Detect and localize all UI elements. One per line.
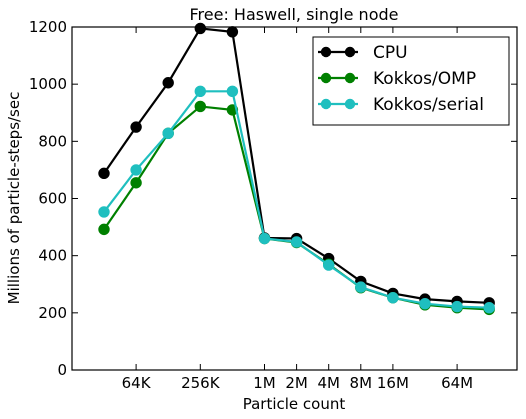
y-tick-label: 1000	[29, 75, 67, 93]
data-point-kokkos-serial	[290, 236, 303, 248]
legend-label: Kokkos/OMP	[373, 69, 476, 89]
x-tick-label: 4M	[317, 374, 340, 392]
data-point-kokkos-serial	[387, 291, 399, 304]
x-tick-label: 16M	[377, 374, 409, 392]
y-tick-label: 1200	[29, 18, 67, 36]
legend-label: Kokkos/serial	[373, 95, 484, 115]
x-tick-label: 8M	[350, 374, 373, 392]
series-line-kokkos-omp	[103, 105, 490, 311]
data-point-cpu	[130, 121, 142, 133]
data-point-kokkos-serial	[355, 281, 367, 293]
data-point-kokkos-omp	[194, 100, 207, 113]
x-tick-label: 2M	[285, 374, 308, 392]
data-point-kokkos-serial	[258, 232, 271, 245]
legend-marker	[320, 46, 332, 58]
legend-marker	[320, 72, 332, 84]
legend-marker	[344, 98, 356, 110]
legend-marker	[344, 72, 356, 84]
y-axis-label: Millions of particle-steps/sec	[5, 92, 23, 305]
data-point-kokkos-serial	[419, 297, 431, 310]
data-point-cpu	[226, 26, 239, 38]
series-group	[98, 22, 495, 316]
x-tick-label: 64M	[441, 374, 473, 392]
data-point-kokkos-serial	[162, 127, 174, 140]
legend-label: CPU	[373, 43, 408, 63]
y-tick-label: 400	[38, 247, 67, 265]
data-point-cpu	[98, 167, 110, 180]
x-axis: 64K 256K 1M 2M 4M 8M 16M 64M	[122, 27, 473, 392]
x-tick-label: 1M	[253, 374, 276, 392]
y-tick-label: 800	[38, 132, 67, 150]
x-axis-label: Particle count	[243, 395, 346, 413]
y-tick-label: 200	[38, 304, 67, 322]
legend: CPU Kokkos/OMP Kokkos/serial	[312, 36, 510, 126]
data-point-kokkos-serial	[483, 301, 495, 314]
legend-marker	[320, 98, 332, 110]
y-axis: 0 200 400 600 800 1000 1200	[29, 18, 517, 379]
x-tick-label: 256K	[181, 374, 221, 392]
data-point-kokkos-serial	[98, 206, 110, 218]
data-point-kokkos-serial	[130, 164, 142, 176]
data-point-cpu	[194, 22, 207, 35]
data-point-kokkos-omp	[130, 177, 142, 189]
y-tick-label: 0	[57, 361, 67, 379]
data-point-kokkos-serial	[194, 85, 207, 98]
data-point-cpu	[162, 77, 174, 89]
data-point-kokkos-omp	[98, 223, 110, 236]
data-point-kokkos-serial	[226, 85, 239, 98]
data-point-kokkos-serial	[451, 300, 463, 313]
chart-title: Free: Haswell, single node	[190, 5, 399, 24]
y-tick-label: 600	[38, 190, 67, 208]
data-point-kokkos-serial	[323, 259, 335, 271]
x-tick-label: 64K	[122, 374, 152, 392]
legend-marker	[344, 46, 356, 58]
